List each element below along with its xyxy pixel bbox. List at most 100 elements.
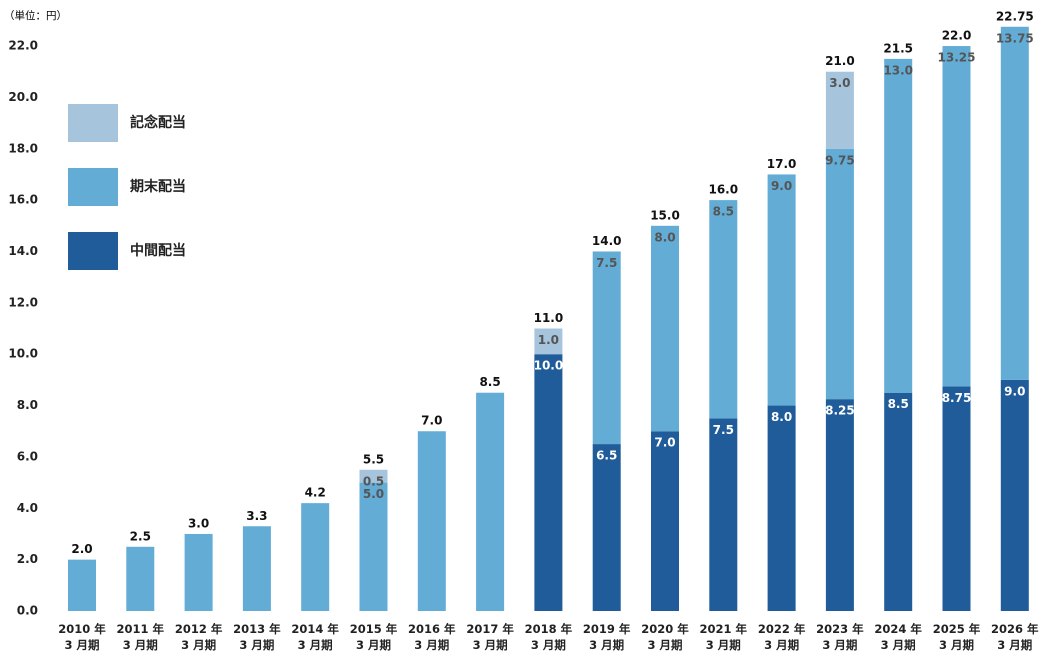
x-tick-label: 2010 年 3 月期 xyxy=(58,622,106,652)
y-tick-label: 14.0 xyxy=(8,244,38,258)
segment-label: 8.0 xyxy=(654,230,675,244)
segment-label: 9.0 xyxy=(771,179,792,193)
bar-segment xyxy=(592,444,621,611)
bar-segment xyxy=(1000,26,1029,380)
x-tick-label: 2019 年 3 月期 xyxy=(582,622,631,652)
bar-segment xyxy=(417,431,446,611)
segment-label: 1.0 xyxy=(538,333,559,347)
x-tick-label: 2011 年 3 月期 xyxy=(116,622,165,652)
segment-label: 8.5 xyxy=(888,397,909,411)
legend-swatch xyxy=(68,104,118,142)
legend-swatch xyxy=(68,168,118,206)
total-label: 2.0 xyxy=(71,542,92,556)
x-tick-label: 2014 年 3 月期 xyxy=(291,622,339,652)
x-tick-label: 2017 年 3 月期 xyxy=(466,622,514,652)
legend-swatch xyxy=(68,232,118,270)
x-tick-label: 2015 年 3 月期 xyxy=(349,622,398,652)
bar-segment xyxy=(825,148,854,400)
bar-segment xyxy=(767,405,796,611)
x-tick-label: 2025 年 3 月期 xyxy=(932,622,981,652)
unit-label: （単位：円） xyxy=(4,9,67,22)
total-label: 21.5 xyxy=(883,41,913,55)
segment-label: 7.5 xyxy=(713,423,734,437)
x-tick-label: 2012 年 3 月期 xyxy=(174,622,223,652)
bar-segment xyxy=(884,392,913,611)
segment-label: 7.5 xyxy=(596,256,617,270)
bar-segment xyxy=(1000,379,1029,611)
total-label: 15.0 xyxy=(650,208,680,222)
legend-label: 記念配当 xyxy=(130,114,186,131)
total-label: 11.0 xyxy=(534,311,564,325)
x-tick-label: 2018 年 3 月期 xyxy=(524,622,573,652)
x-tick-label: 2023 年 3 月期 xyxy=(816,622,864,652)
bar-segment xyxy=(68,559,96,611)
bar-segment xyxy=(884,58,913,393)
segment-label: 9.75 xyxy=(825,153,855,167)
total-label: 4.2 xyxy=(305,486,326,500)
x-tick-label: 2024 年 3 月期 xyxy=(874,622,922,652)
y-tick-label: 22.0 xyxy=(8,39,38,53)
x-tick-label: 2021 年 3 月期 xyxy=(699,622,748,652)
x-tick-label: 2020 年 3 月期 xyxy=(641,622,689,652)
bar-segment xyxy=(242,526,271,611)
y-tick-label: 8.0 xyxy=(17,398,38,412)
bar-segment xyxy=(709,418,738,611)
segment-label: 3.0 xyxy=(829,76,850,90)
bar-segment xyxy=(942,46,971,387)
bar-segment xyxy=(534,328,563,355)
total-label: 22.0 xyxy=(942,29,972,43)
segment-label: 9.0 xyxy=(1004,384,1025,398)
x-tick-label: 2026 年 3 月期 xyxy=(991,622,1039,652)
legend-label: 期末配当 xyxy=(130,178,186,195)
segment-label: 8.75 xyxy=(942,391,972,405)
y-tick-label: 10.0 xyxy=(8,347,38,361)
segment-label: 8.5 xyxy=(713,205,734,219)
segment-label: 13.0 xyxy=(883,63,913,77)
segment-label: 7.0 xyxy=(654,436,675,450)
total-label: 14.0 xyxy=(592,234,622,248)
total-label: 17.0 xyxy=(767,157,797,171)
segment-label: 5.0 xyxy=(363,487,384,501)
segment-label: 8.0 xyxy=(771,410,792,424)
bar-segment xyxy=(301,503,330,611)
y-tick-label: 2.0 xyxy=(17,552,38,566)
bar-segment xyxy=(825,399,854,611)
bar-segment xyxy=(359,482,388,611)
total-label: 3.0 xyxy=(188,516,209,530)
bar-segment xyxy=(126,546,155,611)
y-tick-label: 6.0 xyxy=(17,449,38,463)
segment-label: 13.75 xyxy=(996,31,1034,45)
total-label: 16.0 xyxy=(708,183,738,197)
segment-label: 6.5 xyxy=(596,449,617,463)
legend-label: 中間配当 xyxy=(130,242,186,259)
total-label: 22.75 xyxy=(996,9,1034,23)
total-label: 8.5 xyxy=(479,375,500,389)
x-tick-label: 2016 年 3 月期 xyxy=(408,622,456,652)
segment-label: 10.0 xyxy=(534,359,564,373)
y-tick-label: 18.0 xyxy=(8,141,38,155)
segment-label: 0.5 xyxy=(363,474,384,488)
bar-segment xyxy=(184,533,213,611)
bar-segment xyxy=(651,431,679,611)
total-label: 2.5 xyxy=(130,529,151,543)
y-tick-label: 4.0 xyxy=(17,501,38,515)
x-tick-label: 2022 年 3 月期 xyxy=(757,622,806,652)
total-label: 7.0 xyxy=(421,414,442,428)
y-tick-label: 16.0 xyxy=(8,193,38,207)
y-tick-label: 12.0 xyxy=(8,295,38,309)
total-label: 3.3 xyxy=(246,509,267,523)
x-tick-label: 2013 年 3 月期 xyxy=(233,622,281,652)
segment-label: 13.25 xyxy=(938,51,976,65)
bar-segment xyxy=(476,392,505,611)
total-label: 21.0 xyxy=(825,54,855,68)
segment-label: 8.25 xyxy=(825,404,855,418)
bar-segment xyxy=(767,174,796,406)
bar-segment xyxy=(534,354,563,611)
y-tick-label: 20.0 xyxy=(8,90,38,104)
bar-segment xyxy=(359,469,388,483)
bar-segment xyxy=(942,386,971,611)
bar-segment xyxy=(825,71,854,149)
bar-segment xyxy=(651,225,679,432)
